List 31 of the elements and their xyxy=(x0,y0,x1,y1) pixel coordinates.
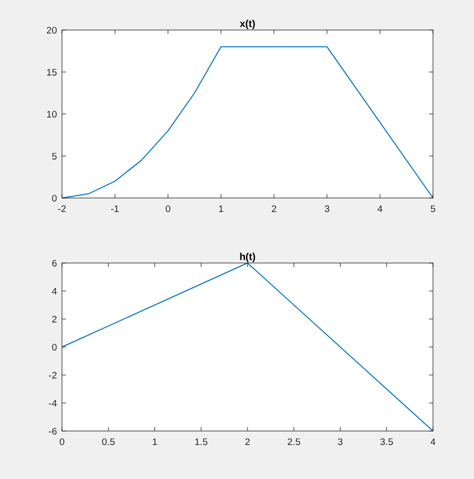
x-tick-label: 3 xyxy=(324,204,330,215)
x-tick-label: 2 xyxy=(271,204,277,215)
y-tick-label: -4 xyxy=(48,398,57,410)
x-tick-label: 0 xyxy=(59,437,65,448)
x-tick-label: 2.5 xyxy=(287,437,300,448)
y-tick-label: 0 xyxy=(52,342,57,354)
y-tick-label: -2 xyxy=(48,370,57,382)
x-tick-label: 2 xyxy=(244,437,250,448)
x-tick-label: 0.5 xyxy=(102,437,115,448)
y-tick-label: 15 xyxy=(46,68,57,78)
x-tick-label: 1.5 xyxy=(194,437,208,448)
y-tick-label: -6 xyxy=(48,426,57,438)
y-tick-label: 5 xyxy=(52,152,57,162)
x-tick-label: 3.5 xyxy=(380,437,394,448)
x-tick-label: 1 xyxy=(152,437,158,448)
x-tick-label: 5 xyxy=(430,204,436,215)
y-tick-label: 4 xyxy=(52,286,57,298)
y-tick-label: 10 xyxy=(46,110,57,120)
y-tick-label: 6 xyxy=(52,258,57,270)
x-tick-label: 4 xyxy=(377,204,383,215)
x-tick-label: 4 xyxy=(430,437,436,448)
x-tick-label: 0 xyxy=(165,204,171,215)
y-tick-label: 0 xyxy=(52,194,57,204)
chart-title: h(t) xyxy=(239,252,256,263)
chart-title: x(t) xyxy=(240,19,256,30)
x-tick-label: -1 xyxy=(110,204,120,215)
x-tick-label: 3 xyxy=(338,437,343,448)
y-tick-label: 20 xyxy=(46,26,57,36)
y-tick-label: 2 xyxy=(52,314,57,326)
line-series xyxy=(62,46,434,198)
x-tick-label: 1 xyxy=(218,204,224,215)
